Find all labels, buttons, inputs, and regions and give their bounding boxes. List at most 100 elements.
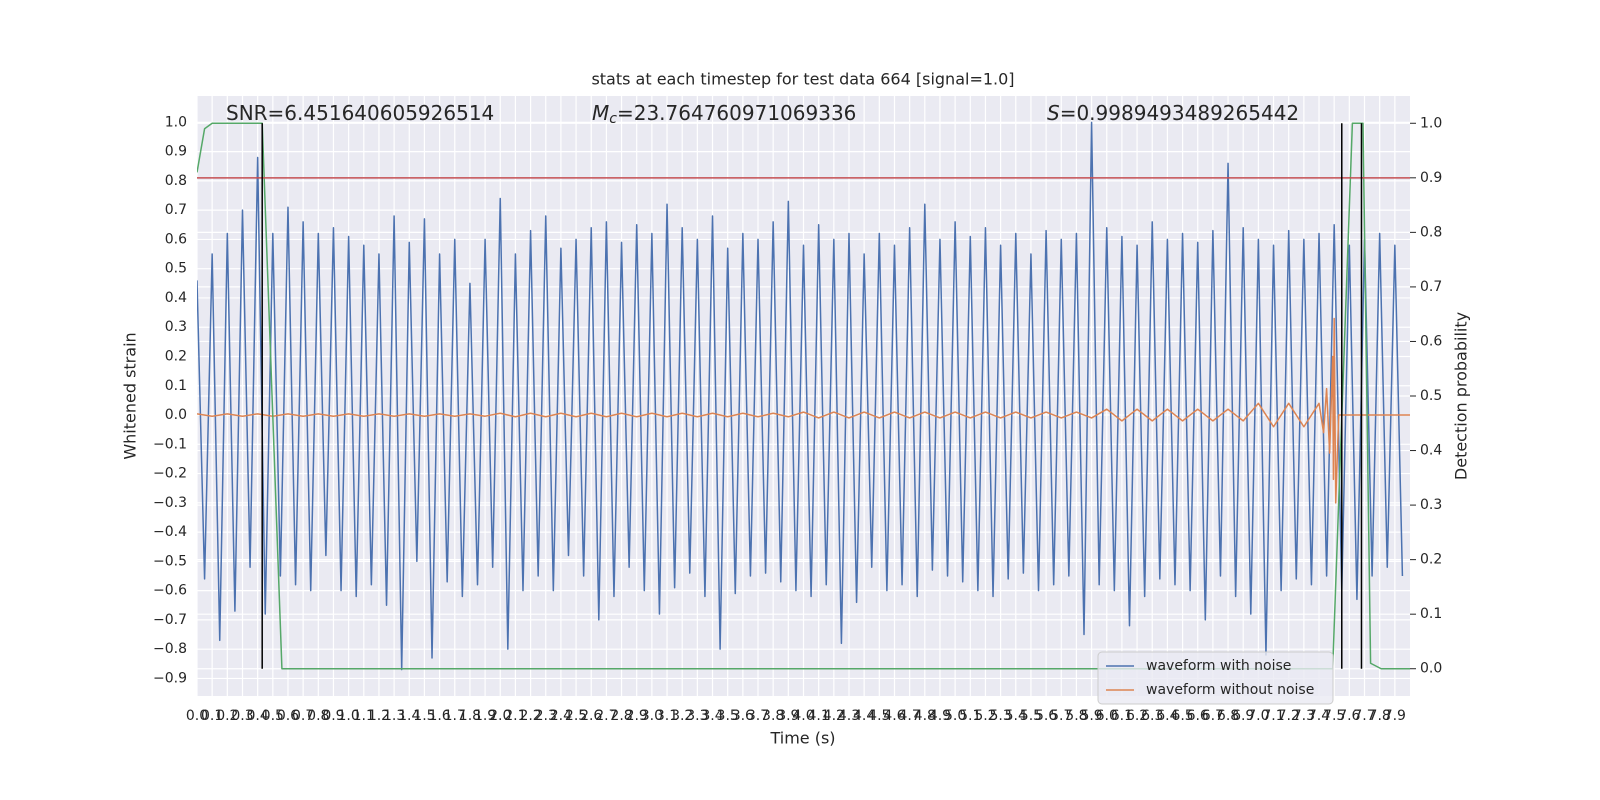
x-tick-label: 1.5 [413, 708, 435, 724]
y-tick-label: −0.8 [153, 641, 187, 657]
x-tick-label: 2.0 [489, 708, 511, 724]
y-tick-label: 0.2 [165, 348, 187, 364]
x-tick-label: 5.2 [974, 708, 996, 724]
x-tick-label: 0.8 [307, 708, 329, 724]
x-tick-label: 0.7 [292, 708, 314, 724]
y-tick-label: −0.5 [153, 553, 187, 569]
y-tick-label: 0.6 [165, 231, 187, 247]
x-tick-label: 4.3 [838, 708, 860, 724]
y2-tick-label: 0.3 [1420, 497, 1442, 513]
x-tick-label: 0.9 [322, 708, 344, 724]
x-tick-label: 7.2 [1278, 708, 1300, 724]
x-tick-label: 6.7 [1202, 708, 1224, 724]
y-tick-label: −0.9 [153, 670, 187, 686]
x-tick-label: 7.1 [1262, 708, 1284, 724]
x-tick-label: 5.0 [944, 708, 966, 724]
x-tick-label: 6.4 [1156, 708, 1178, 724]
x-tick-label: 4.1 [808, 708, 830, 724]
x-tick-label: 4.4 [853, 708, 875, 724]
chart-title: stats at each timestep for test data 664… [591, 70, 1014, 89]
x-tick-label: 1.4 [398, 708, 420, 724]
x-tick-label: 0.2 [216, 708, 238, 724]
x-tick-label: 1.3 [383, 708, 405, 724]
x-tick-label: 3.7 [747, 708, 769, 724]
x-tick-label: 1.2 [368, 708, 390, 724]
y-tick-label: −0.2 [153, 466, 187, 482]
legend: waveform with noise waveform without nois… [1097, 651, 1334, 705]
annotation-symbol: M [592, 101, 609, 125]
x-tick-label: 6.1 [1111, 708, 1133, 724]
x-tick-label: 1.6 [428, 708, 450, 724]
x-tick-label: 3.0 [641, 708, 663, 724]
x-tick-label: 0.1 [201, 708, 223, 724]
annotation: Mc=23.764760971069336 [592, 101, 856, 128]
y-tick-label: 0.7 [165, 202, 187, 218]
x-tick-label: 4.7 [899, 708, 921, 724]
y2-tick-label: 0.4 [1420, 443, 1442, 459]
x-tick-label: 2.9 [626, 708, 648, 724]
y-tick-label: 0.1 [165, 378, 187, 394]
y2-tick-label: 0.6 [1420, 333, 1442, 349]
legend-label: waveform with noise [1146, 658, 1291, 674]
y-tick-label: −0.3 [153, 495, 187, 511]
x-tick-label: 3.8 [762, 708, 784, 724]
x-tick-label: 1.8 [459, 708, 481, 724]
y-tick-label: 0.4 [165, 290, 187, 306]
x-tick-label: 6.0 [1096, 708, 1118, 724]
x-tick-label: 3.2 [671, 708, 693, 724]
x-tick-label: 7.6 [1338, 708, 1360, 724]
legend-box [1097, 651, 1334, 705]
x-tick-label: 7.5 [1323, 708, 1345, 724]
x-tick-label: 2.6 [580, 708, 602, 724]
x-tick-label: 2.4 [550, 708, 572, 724]
legend-label: waveform without noise [1146, 682, 1314, 698]
x-tick-label: 5.1 [959, 708, 981, 724]
x-tick-label: 1.1 [353, 708, 375, 724]
x-tick-label: 0.3 [231, 708, 253, 724]
annotation-text: =0.9989493489265442 [1060, 101, 1299, 125]
y-axis-label: Whitened strain [121, 332, 140, 459]
x-tick-label: 2.5 [565, 708, 587, 724]
x-tick-label: 2.7 [595, 708, 617, 724]
x-tick-label: 4.6 [883, 708, 905, 724]
y2-tick-label: 0.5 [1420, 388, 1442, 404]
annotation-text: =23.764760971069336 [617, 101, 856, 125]
x-tick-label: 3.5 [717, 708, 739, 724]
y2-tick-label: 0.2 [1420, 552, 1442, 568]
x-tick-label: 6.6 [1187, 708, 1209, 724]
x-tick-label: 7.7 [1353, 708, 1375, 724]
series-line [197, 317, 1410, 504]
y-tick-label: −0.7 [153, 612, 187, 628]
x-tick-label: 5.8 [1065, 708, 1087, 724]
y2-tick-label: 0.1 [1420, 606, 1442, 622]
y2-tick-label: 0.0 [1420, 661, 1442, 677]
x-tick-label: 0.4 [247, 708, 269, 724]
x-tick-label: 0.5 [262, 708, 284, 724]
x-tick-label: 4.8 [914, 708, 936, 724]
x-axis-label: Time (s) [769, 729, 835, 748]
x-tick-label: 4.9 [929, 708, 951, 724]
x-tick-label: 6.2 [1126, 708, 1148, 724]
x-tick-label: 7.4 [1308, 708, 1330, 724]
x-tick-label: 4.2 [823, 708, 845, 724]
x-tick-label: 5.3 [989, 708, 1011, 724]
y2-tick-label: 0.7 [1420, 279, 1442, 295]
y2-tick-label: 1.0 [1420, 115, 1442, 131]
x-tick-label: 7.0 [1247, 708, 1269, 724]
y2-tick-label: 0.9 [1420, 170, 1442, 186]
y-tick-label: 0.9 [165, 144, 187, 160]
x-tick-label: 5.5 [1020, 708, 1042, 724]
annotation-symbol: S [1047, 101, 1060, 125]
y2-axis-label: Detection probability [1452, 312, 1471, 480]
y2-tick-label: 0.8 [1420, 224, 1442, 240]
x-tick-label: 3.4 [701, 708, 723, 724]
x-tick-label: 3.1 [656, 708, 678, 724]
x-tick-label: 0.0 [186, 708, 208, 724]
annotation-subscript: c [609, 111, 617, 127]
annotation: S=0.9989493489265442 [1047, 101, 1299, 125]
x-tick-label: 5.4 [1005, 708, 1027, 724]
x-tick-label: 2.1 [504, 708, 526, 724]
x-tick-label: 3.6 [732, 708, 754, 724]
